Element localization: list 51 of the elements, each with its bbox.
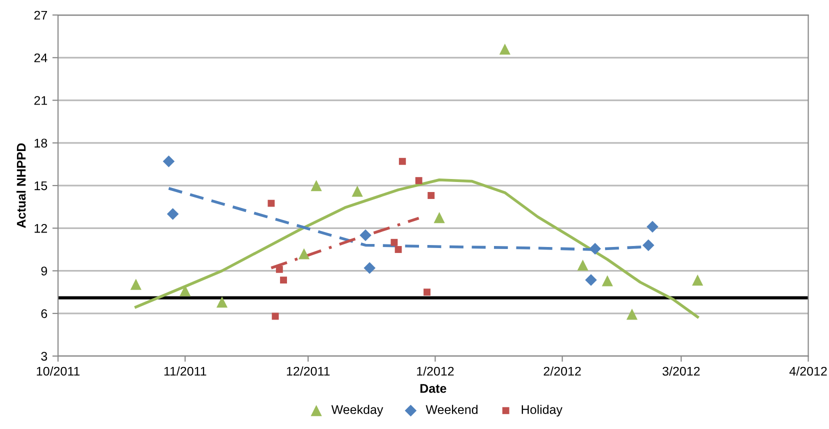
point [398, 158, 406, 165]
x-tick-label: 10/2011 [36, 366, 80, 376]
point [310, 180, 322, 192]
point [166, 208, 179, 220]
point [424, 288, 430, 296]
point [268, 200, 275, 207]
y-axis-title: Actual NHPPD [16, 143, 26, 228]
x-tick-label: 11/2011 [164, 366, 206, 376]
point [360, 229, 372, 242]
y-tick-label: 15 [34, 181, 48, 190]
point [216, 296, 228, 308]
point [642, 239, 654, 252]
y-tick-label: 27 [34, 10, 47, 20]
point [577, 260, 588, 271]
y-tick-label: 18 [34, 138, 48, 148]
y-tick-label: 6 [41, 309, 48, 318]
point [626, 308, 638, 320]
point [646, 220, 658, 233]
x-tick-label: 1/2012 [417, 366, 454, 376]
point [280, 276, 287, 284]
x-tick-label: 12/2011 [286, 366, 330, 376]
point [298, 248, 310, 260]
point [364, 262, 376, 274]
point [394, 246, 402, 253]
point [130, 278, 142, 290]
point [415, 177, 422, 184]
point [352, 186, 363, 197]
point [276, 266, 283, 273]
x-tick-label: 2/2012 [544, 366, 581, 376]
y-tick-label: 21 [34, 96, 48, 105]
point [390, 238, 398, 246]
x-axis-title: Date [420, 384, 446, 393]
point [434, 212, 445, 224]
point [272, 312, 279, 320]
legend-label: Weekday [331, 404, 384, 416]
y-tick-label: 3 [41, 352, 48, 361]
legend-label: Holiday [522, 404, 562, 416]
x-tick-label: 4/2012 [789, 366, 827, 376]
y-tick-label: 9 [41, 266, 48, 276]
point [428, 192, 435, 199]
legend-label: Weekend [426, 404, 478, 414]
point [692, 274, 704, 286]
point [499, 44, 510, 55]
point [585, 274, 597, 286]
y-tick-label: 24 [34, 53, 48, 62]
point [589, 242, 601, 255]
point [162, 155, 175, 168]
y-tick-label: 12 [34, 224, 47, 233]
point [602, 275, 613, 286]
x-tick-label: 3/2012 [662, 366, 700, 376]
line-series [134, 178, 699, 318]
